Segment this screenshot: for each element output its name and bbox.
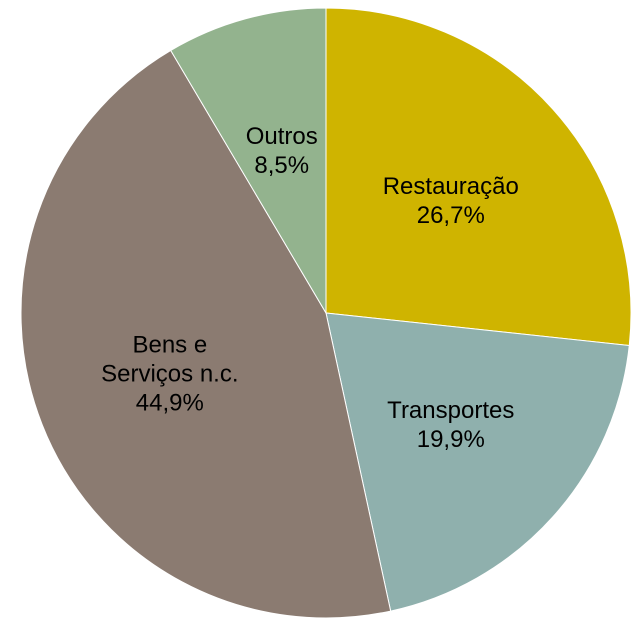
value-label: 19,9% xyxy=(416,426,485,454)
value-label: 26,7% xyxy=(416,201,485,229)
value-label: 8,5% xyxy=(254,152,310,180)
value-label: 44,9% xyxy=(135,389,204,417)
pie-slice xyxy=(325,7,632,347)
category-label: Outros xyxy=(245,123,318,151)
slice-label: Restauração 26,7% xyxy=(368,172,533,230)
slice-label: Transportes 19,9% xyxy=(368,396,533,454)
slice-label: Bens e Serviços n.c. 44,9% xyxy=(87,331,252,418)
pie-slice xyxy=(20,49,392,619)
pie-slice xyxy=(170,7,327,315)
category-label: Bens e Serviços n.c. xyxy=(101,331,239,388)
pie-slice xyxy=(325,312,630,612)
category-label: Transportes xyxy=(387,397,515,425)
slice-label: Outros 8,5% xyxy=(199,122,364,180)
category-label: Restauração xyxy=(382,172,519,200)
